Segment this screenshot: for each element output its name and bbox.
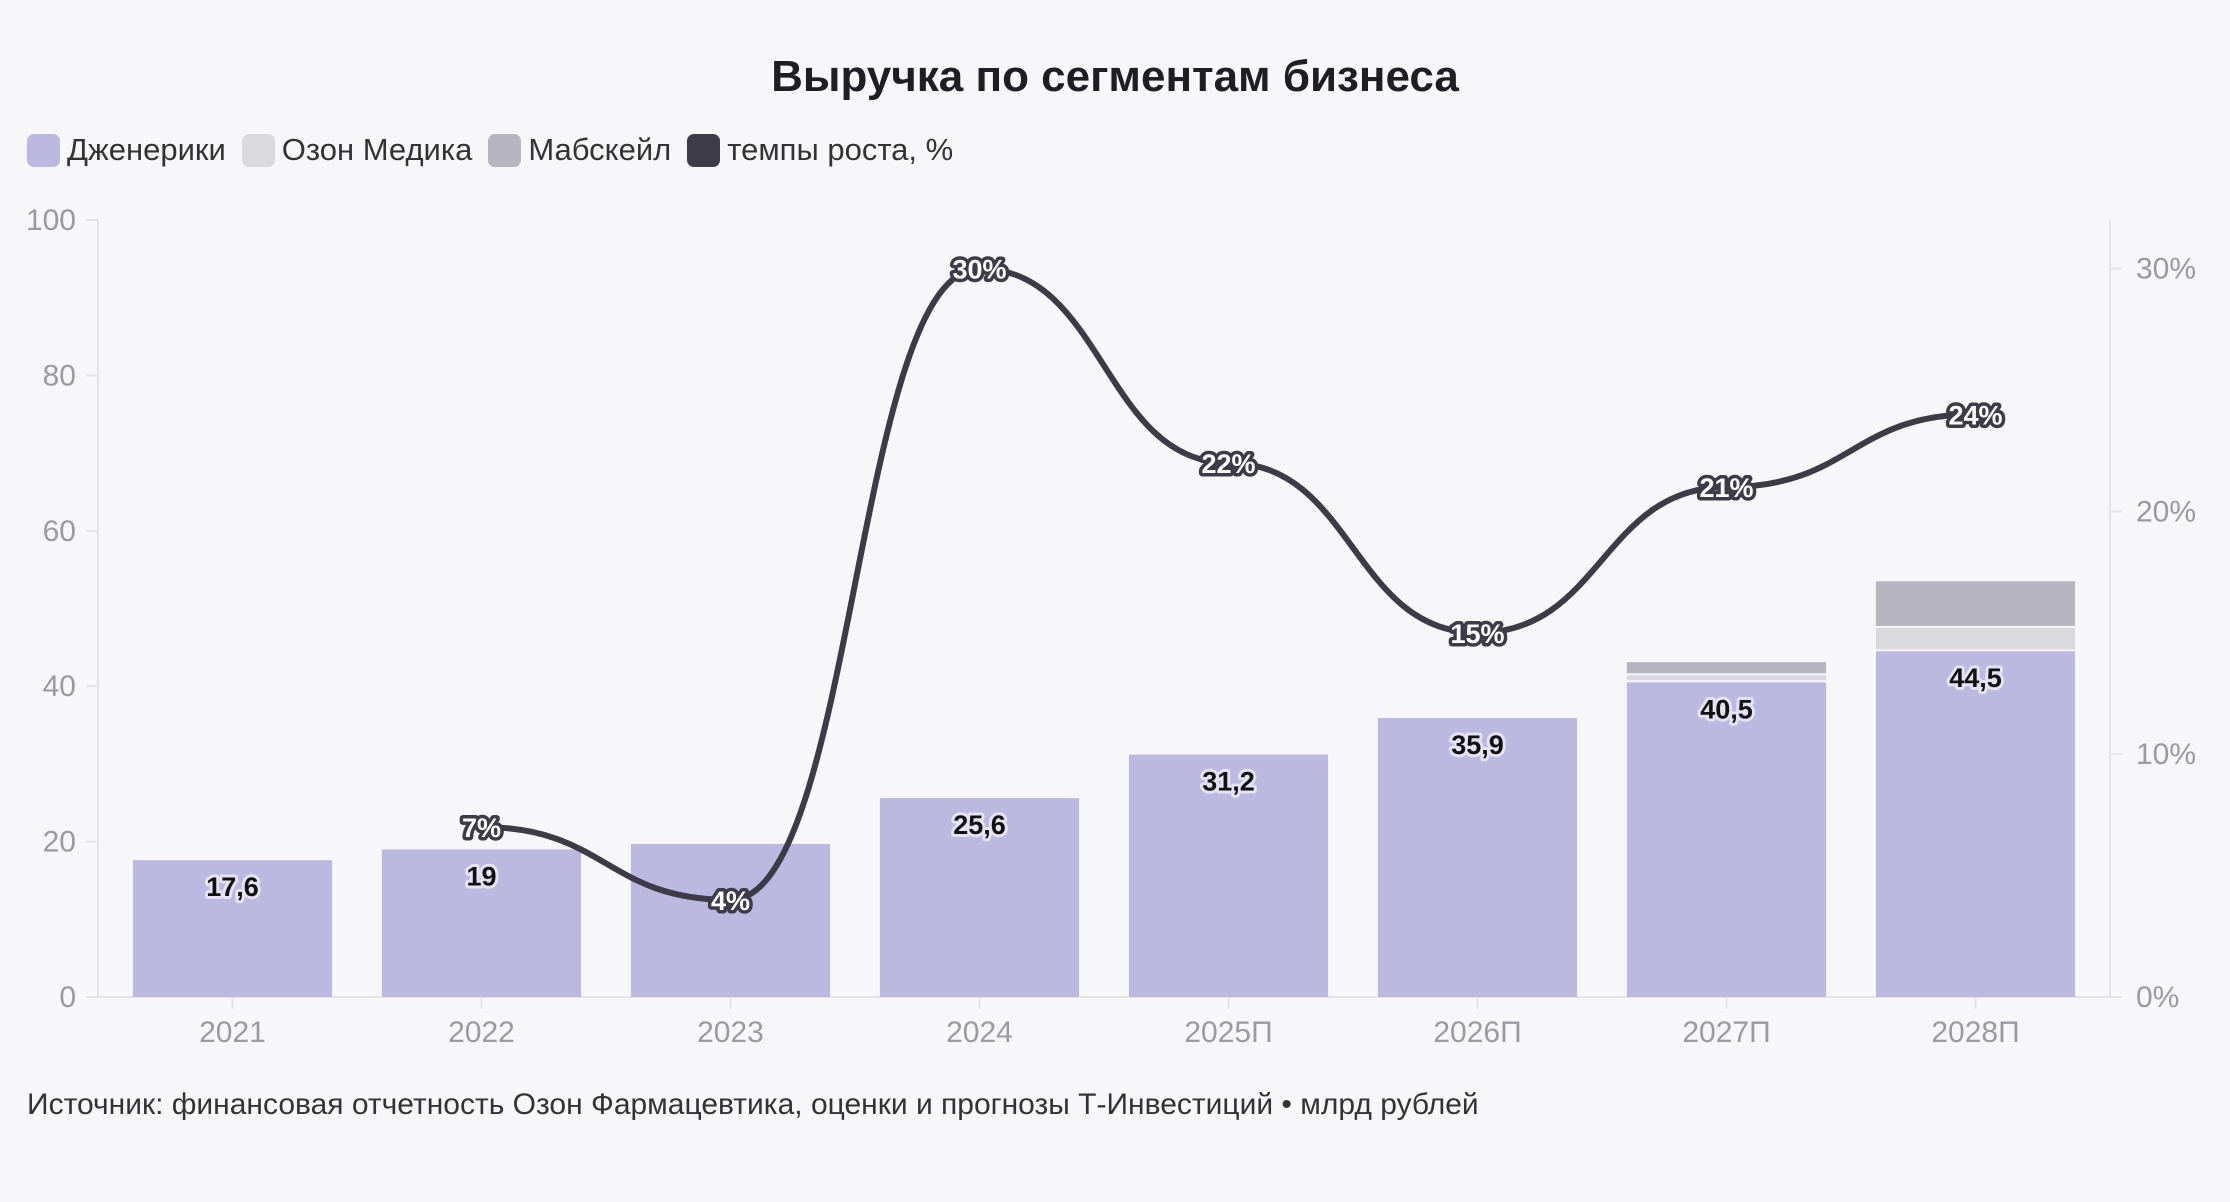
legend-label-generics: Дженерики bbox=[67, 132, 226, 167]
bar-value-label: 40,5 bbox=[1700, 694, 1753, 724]
bar-value-label: 35,9 bbox=[1451, 730, 1504, 760]
growth-rate-line[interactable] bbox=[478, 265, 1979, 903]
growth-value-label: 24% bbox=[1948, 400, 2002, 430]
growth-value-label: 4% bbox=[711, 886, 750, 916]
bars-layer bbox=[132, 581, 2076, 997]
bar-generics[interactable] bbox=[1377, 718, 1578, 997]
y-right-tick-label: 0% bbox=[2136, 981, 2179, 1014]
y-left-tick-label: 20 bbox=[43, 826, 76, 859]
legend-swatch-mabscale bbox=[488, 133, 522, 167]
bar-generics[interactable] bbox=[879, 798, 1080, 997]
bar-mabscale[interactable] bbox=[1875, 581, 2076, 626]
bar-labels-layer: 17,6 19 25,6 31,2 35,9 40,5 44,5 bbox=[203, 660, 2005, 905]
y-left-tick-label: 40 bbox=[43, 670, 76, 703]
legend-item-ozon-medika[interactable]: Озон Медика bbox=[241, 132, 473, 168]
bar-generics[interactable] bbox=[132, 860, 333, 997]
legend-swatch-ozon-medika bbox=[241, 133, 275, 167]
y-left-tick-label: 100 bbox=[26, 204, 76, 237]
y-right-tick-label: 10% bbox=[2136, 738, 2196, 771]
y-left-tick-label: 60 bbox=[43, 515, 76, 548]
bar-generics[interactable] bbox=[1626, 682, 1827, 997]
x-tick-label: 2028П bbox=[1931, 1016, 2019, 1049]
bar-value-label: 44,5 bbox=[1949, 663, 2002, 693]
legend-item-mabscale[interactable]: Мабскейл bbox=[488, 132, 671, 168]
x-tick-label: 2023 bbox=[697, 1016, 764, 1049]
x-tick-label: 2026П bbox=[1433, 1016, 1521, 1049]
bar-value-label: 25,6 bbox=[953, 810, 1006, 840]
x-tick-label: 2024 bbox=[946, 1016, 1013, 1049]
bar-ozon-medika[interactable] bbox=[1875, 627, 2076, 650]
axes-layer: 0 20 40 60 80 100 0% 10% 20% 30% 2021 2022 2023 2024 2… bbox=[26, 204, 2196, 1049]
bar-generics[interactable] bbox=[630, 843, 831, 997]
source-note: Источник: финансовая отчетность Озон Фар… bbox=[27, 1088, 1479, 1121]
bar-generics[interactable] bbox=[1875, 651, 2076, 997]
legend-label-mabscale: Мабскейл bbox=[528, 132, 672, 167]
x-tick-label: 2027П bbox=[1682, 1016, 1770, 1049]
chart-title: Выручка по сегментам бизнеса bbox=[771, 52, 1459, 101]
legend-swatch-growth-rate bbox=[687, 133, 721, 167]
bar-generics[interactable] bbox=[381, 849, 582, 997]
legend-label-growth-rate: темпы роста, % bbox=[727, 132, 954, 167]
bar-value-label: 31,2 bbox=[1202, 767, 1255, 797]
legend-item-generics[interactable]: Дженерики bbox=[27, 132, 226, 168]
growth-value-label: 7% bbox=[462, 813, 501, 843]
x-tick-label: 2021 bbox=[199, 1016, 266, 1049]
bar-generics[interactable] bbox=[1128, 754, 1329, 997]
y-left-tick-label: 80 bbox=[43, 359, 76, 392]
growth-value-label: 21% bbox=[1699, 473, 1753, 503]
legend-label-ozon-medika: Озон Медика bbox=[281, 132, 473, 167]
legend: Дженерики Озон Медика Мабскейл темпы рос… bbox=[27, 132, 969, 168]
y-left-tick-label: 0 bbox=[59, 981, 76, 1014]
bar-ozon-medika[interactable] bbox=[1626, 675, 1827, 681]
growth-value-label: 15% bbox=[1450, 619, 1504, 649]
bar-mabscale[interactable] bbox=[1626, 662, 1827, 674]
y-right-tick-label: 30% bbox=[2136, 253, 2196, 286]
growth-labels-layer: 7% 4% 30% 22% 15% 21% 24% bbox=[458, 251, 2006, 919]
bar-value-label: 17,6 bbox=[206, 872, 259, 902]
growth-value-label: 22% bbox=[1201, 449, 1255, 479]
legend-swatch-generics bbox=[27, 133, 60, 167]
growth-line-layer bbox=[478, 265, 1979, 903]
bar-value-label: 19 bbox=[466, 861, 496, 891]
x-tick-label: 2022 bbox=[448, 1016, 515, 1049]
y-right-tick-label: 20% bbox=[2136, 495, 2196, 528]
legend-item-growth-rate[interactable]: темпы роста, % bbox=[687, 132, 953, 168]
x-tick-label: 2025П bbox=[1184, 1016, 1272, 1049]
growth-value-label: 30% bbox=[952, 255, 1006, 285]
